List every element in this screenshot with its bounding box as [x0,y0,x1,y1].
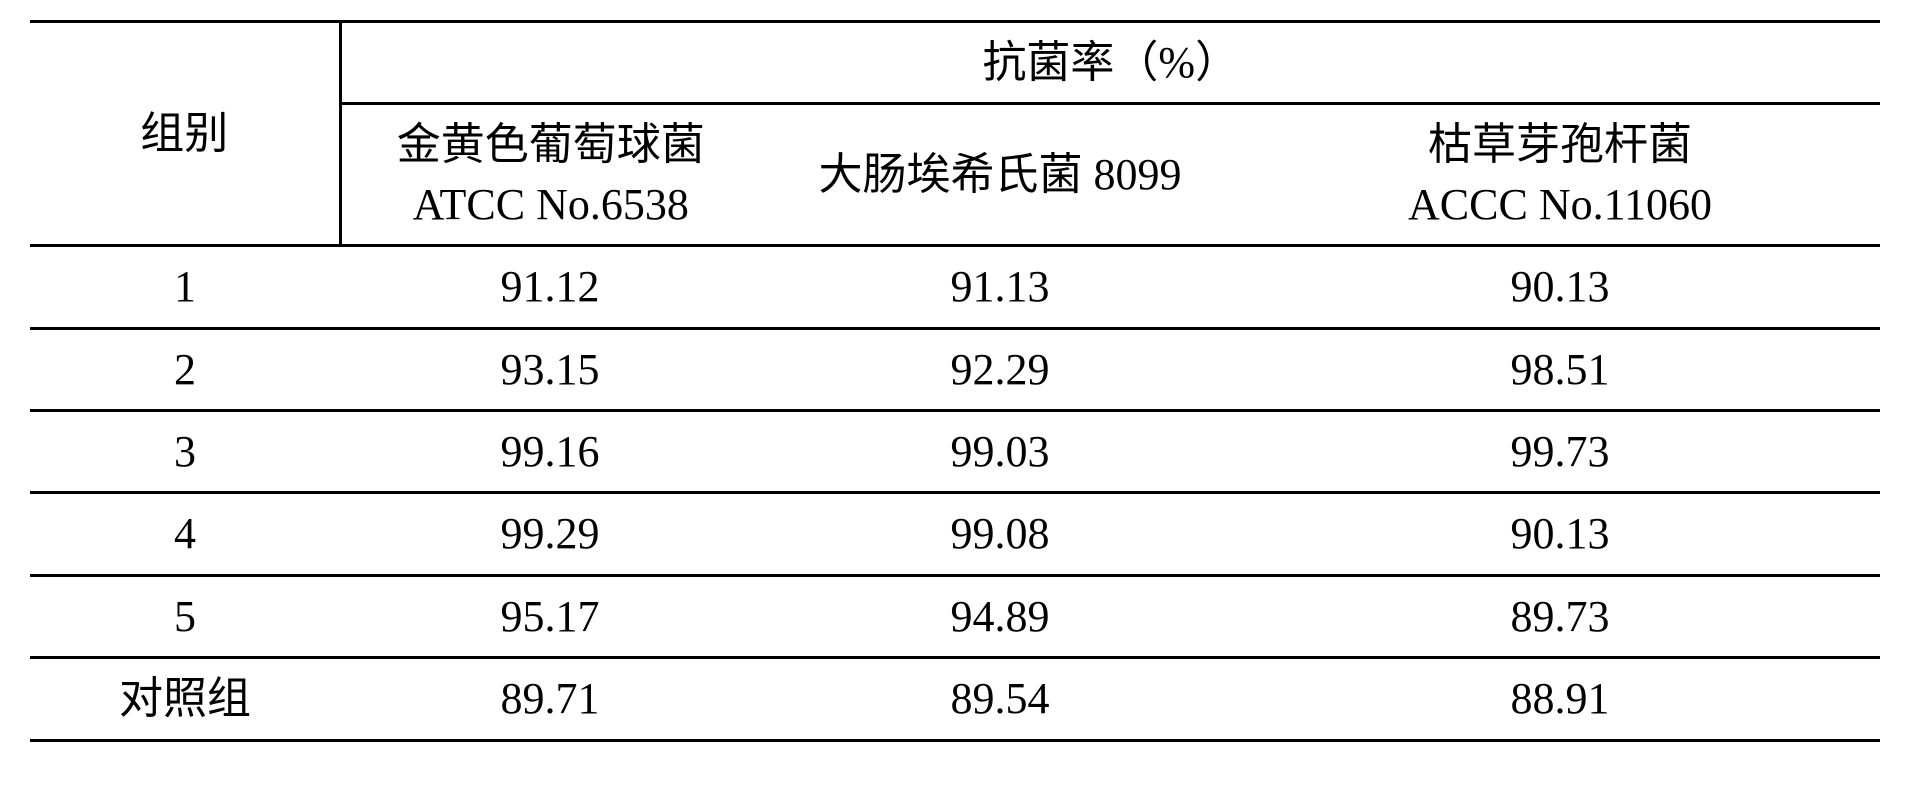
cell-value: 99.73 [1240,410,1880,492]
col-header-staph: 金黄色葡萄球菌 ATCC No.6538 [340,104,760,246]
antibacterial-table: 组别 抗菌率（%） 金黄色葡萄球菌 ATCC No.6538 大肠埃希氏菌 80… [30,20,1880,742]
table-row: 1 91.12 91.13 90.13 [30,246,1880,328]
antibacterial-table-container: 组别 抗菌率（%） 金黄色葡萄球菌 ATCC No.6538 大肠埃希氏菌 80… [0,0,1910,762]
cell-value: 91.12 [340,246,760,328]
cell-group: 2 [30,328,340,410]
cell-value: 99.16 [340,410,760,492]
cell-value: 89.73 [1240,575,1880,657]
cell-value: 91.13 [760,246,1240,328]
cell-value: 99.29 [340,493,760,575]
cell-value: 98.51 [1240,328,1880,410]
col-header-bacillus: 枯草芽孢杆菌 ACCC No.11060 [1240,104,1880,246]
cell-value: 99.08 [760,493,1240,575]
table-header-row-1: 组别 抗菌率（%） [30,22,1880,104]
cell-value: 89.54 [760,658,1240,740]
cell-value: 90.13 [1240,493,1880,575]
col-header-ecoli: 大肠埃希氏菌 8099 [760,104,1240,246]
table-row: 2 93.15 92.29 98.51 [30,328,1880,410]
cell-value: 90.13 [1240,246,1880,328]
table-row: 3 99.16 99.03 99.73 [30,410,1880,492]
cell-group: 3 [30,410,340,492]
col-header-rate-span: 抗菌率（%） [340,22,1880,104]
table-row: 5 95.17 94.89 89.73 [30,575,1880,657]
cell-group: 对照组 [30,658,340,740]
cell-group: 5 [30,575,340,657]
cell-value: 93.15 [340,328,760,410]
cell-group: 4 [30,493,340,575]
cell-value: 99.03 [760,410,1240,492]
cell-value: 88.91 [1240,658,1880,740]
table-row: 4 99.29 99.08 90.13 [30,493,1880,575]
cell-value: 94.89 [760,575,1240,657]
cell-value: 89.71 [340,658,760,740]
table-row: 对照组 89.71 89.54 88.91 [30,658,1880,740]
cell-group: 1 [30,246,340,328]
cell-value: 92.29 [760,328,1240,410]
cell-value: 95.17 [340,575,760,657]
col-header-group: 组别 [30,22,340,246]
